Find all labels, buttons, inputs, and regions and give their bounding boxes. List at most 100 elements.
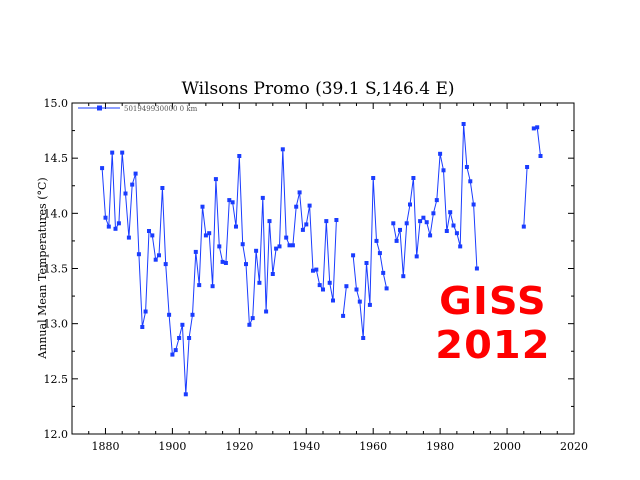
data-point [474, 266, 479, 271]
data-point [183, 392, 188, 397]
data-point [180, 322, 185, 327]
data-point [213, 177, 218, 182]
data-point [464, 165, 469, 169]
data-point [160, 186, 165, 190]
data-point [304, 222, 309, 227]
data-point [394, 238, 399, 243]
data-point [468, 179, 473, 184]
data-point [448, 210, 453, 215]
data-point [143, 309, 148, 314]
chart-title: Wilsons Promo (39.1 S,146.4 E) [181, 79, 454, 99]
series-line [342, 286, 347, 316]
data-point [267, 219, 272, 224]
data-point [153, 257, 158, 262]
data-point [408, 202, 412, 207]
data-point [187, 336, 192, 340]
data-point [280, 147, 285, 152]
data-point [404, 221, 409, 226]
y-tick-label: 14.5 [44, 152, 69, 165]
data-point [321, 287, 325, 292]
data-point [428, 233, 433, 238]
data-point [374, 238, 379, 243]
data-point [451, 223, 456, 228]
data-point [521, 224, 526, 229]
data-point [538, 154, 543, 158]
data-point [140, 325, 145, 329]
data-point [438, 151, 443, 156]
data-point [421, 215, 426, 220]
data-point [384, 286, 389, 291]
data-point [130, 182, 135, 187]
y-tick-label: 15.0 [44, 97, 69, 110]
data-point [351, 253, 356, 258]
y-tick-label: 13.0 [44, 318, 69, 331]
data-point [230, 200, 235, 205]
data-point [270, 272, 275, 276]
y-tick-label: 12.0 [44, 428, 69, 441]
data-point [227, 198, 232, 203]
data-point [461, 122, 466, 126]
data-point [431, 211, 436, 216]
y-tick-label: 13.5 [44, 263, 69, 276]
x-tick-label: 1900 [158, 440, 186, 453]
data-point [147, 229, 151, 233]
data-point [217, 244, 222, 249]
data-point [444, 229, 449, 233]
y-axis-label: Annual Mean Temperatures (°C) [36, 177, 49, 359]
data-point [344, 284, 349, 289]
x-tick-label: 1920 [225, 440, 253, 453]
data-point [193, 249, 198, 254]
data-point [170, 352, 175, 357]
data-point [458, 244, 463, 249]
data-point [414, 254, 419, 259]
x-axis: 1880 1900 1920 1940 1960 1980 2000 2020 [71, 103, 588, 453]
data-point [361, 336, 366, 340]
data-point [116, 221, 121, 226]
data-point [525, 165, 530, 169]
stamp-line-2: 2012 [435, 323, 551, 367]
data-point [133, 171, 138, 176]
data-point [411, 176, 416, 180]
legend: 501949930000 0 km [78, 105, 198, 113]
data-point [535, 125, 540, 130]
data-point [113, 226, 118, 231]
data-point [207, 231, 212, 236]
data-point [126, 235, 131, 240]
data-point [307, 203, 312, 208]
data-point [331, 298, 335, 303]
data-point [123, 191, 128, 196]
data-point [357, 299, 362, 304]
data-point [190, 312, 195, 317]
data-point [136, 252, 141, 257]
y-tick-label: 14.0 [44, 207, 69, 220]
legend-marker [97, 105, 102, 111]
data-point [106, 224, 111, 229]
x-tick-label: 1940 [292, 440, 320, 453]
data-point [234, 224, 238, 229]
data-point [377, 251, 382, 256]
data-point [424, 220, 429, 225]
data-point [210, 284, 215, 289]
data-point [120, 150, 125, 155]
data-point [354, 287, 359, 292]
data-point [157, 253, 161, 258]
data-point [173, 348, 178, 353]
data-point [317, 283, 322, 288]
data-point [254, 248, 259, 253]
x-tick-label: 1980 [426, 440, 454, 453]
data-point [203, 233, 208, 238]
data-point [327, 280, 332, 285]
data-point [287, 243, 292, 248]
data-point [244, 262, 248, 267]
series-group [100, 122, 543, 397]
x-tick-label: 2020 [560, 440, 588, 453]
data-point [150, 233, 155, 238]
data-point [274, 246, 279, 251]
data-point [220, 259, 225, 264]
data-point [163, 262, 168, 267]
legend-label: 501949930000 0 km [124, 105, 198, 113]
data-point [471, 202, 476, 207]
data-point [103, 215, 108, 220]
data-point [531, 126, 536, 131]
series-line [533, 126, 541, 157]
